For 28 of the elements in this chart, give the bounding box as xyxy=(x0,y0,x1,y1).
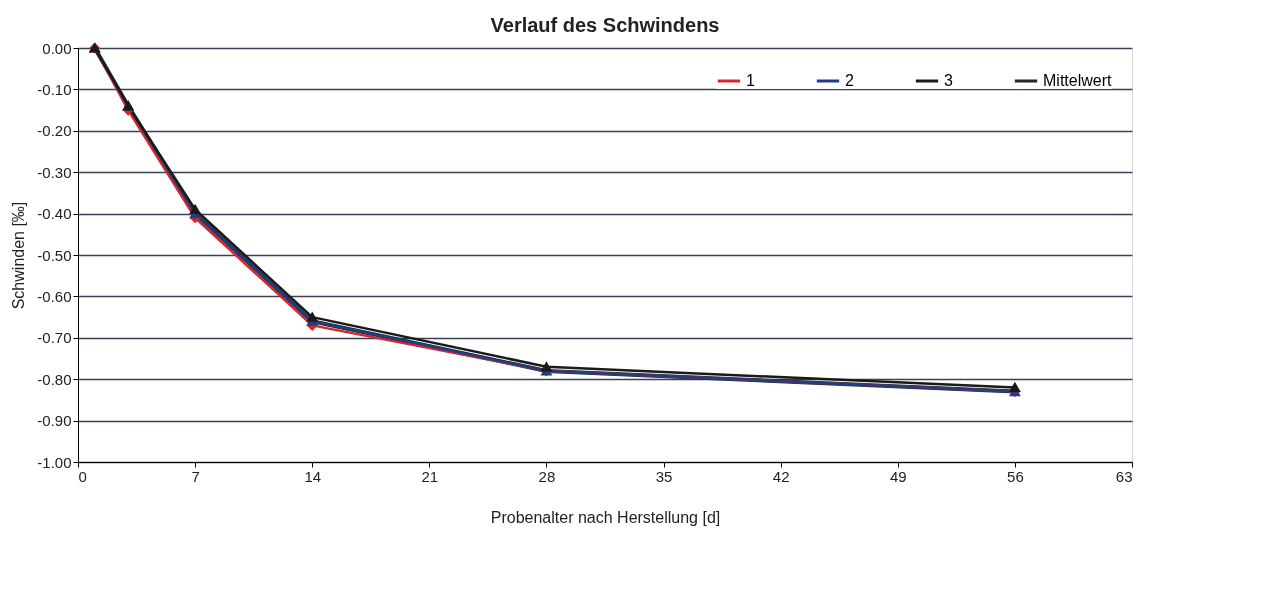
x-tick-label: 56 xyxy=(1007,467,1024,485)
x-tick-label: 7 xyxy=(191,467,200,485)
legend-label: 2 xyxy=(845,72,854,89)
y-tick-label: -0.60 xyxy=(37,287,72,305)
y-tick-label: -0.20 xyxy=(37,122,72,140)
x-tick-label: 63 xyxy=(1115,467,1133,485)
x-axis-title: Probenalter nach Herstellung [d] xyxy=(490,508,721,526)
y-tick-label: -0.80 xyxy=(37,370,72,388)
y-tick-label: -0.70 xyxy=(37,329,72,347)
x-tick-label: 42 xyxy=(772,467,790,485)
x-tick-label: 0 xyxy=(78,467,87,485)
legend-label: Mittelwert xyxy=(1043,72,1113,89)
legend-label: 1 xyxy=(746,72,755,89)
y-tick-label: -0.90 xyxy=(37,412,72,430)
y-axis-title: Schwinden [‰] xyxy=(10,201,28,310)
x-tick-label: 35 xyxy=(655,467,673,485)
x-tick-label: 14 xyxy=(304,467,322,485)
x-tick-label: 21 xyxy=(421,467,439,485)
chart-title: Verlauf des Schwindens xyxy=(490,13,720,36)
y-tick-label: -0.40 xyxy=(37,205,72,223)
y-tick-label: -1.00 xyxy=(37,453,72,471)
y-tick-label: -0.10 xyxy=(37,80,72,98)
y-tick-label: -0.50 xyxy=(37,246,72,264)
x-tick-label: 28 xyxy=(538,467,556,485)
y-tick-label: 0.00 xyxy=(42,39,72,57)
legend-label: 3 xyxy=(944,72,953,89)
y-tick-label: -0.30 xyxy=(37,163,72,181)
x-tick-label: 49 xyxy=(889,467,907,485)
